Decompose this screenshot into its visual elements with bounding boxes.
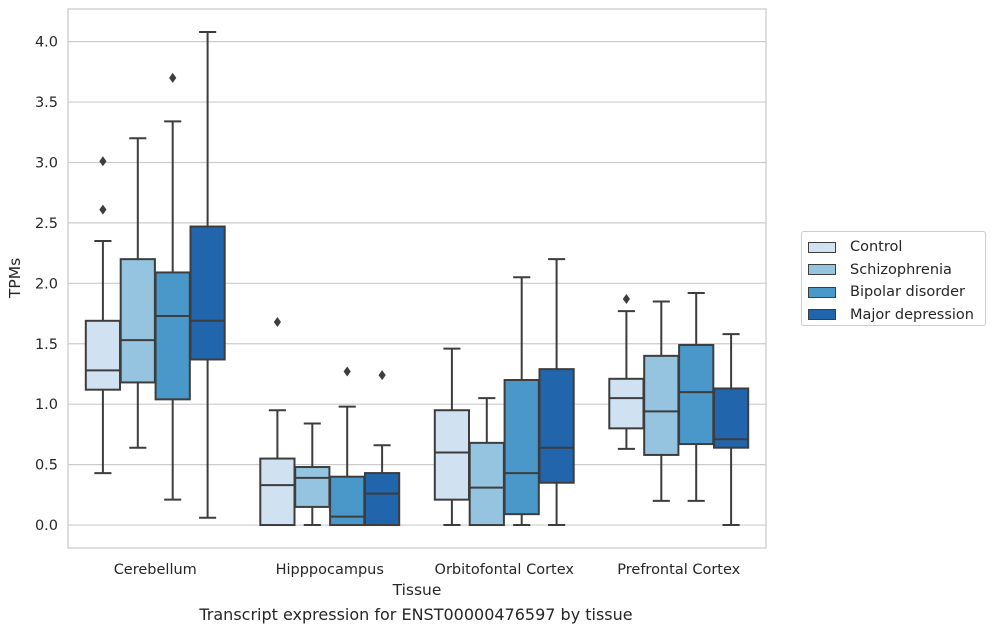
x-tick-label: Hipppocampus bbox=[276, 562, 384, 578]
x-tick-label: Orbitofontal Cortex bbox=[435, 562, 575, 578]
y-axis-title: TPMs bbox=[6, 258, 24, 299]
box-major-depression bbox=[189, 30, 226, 519]
iqr-box bbox=[678, 343, 715, 446]
y-tick-label: 2.5 bbox=[35, 216, 58, 232]
iqr-box bbox=[294, 466, 331, 508]
legend-label: Bipolar disorder bbox=[850, 284, 965, 301]
legend-label: Major depression bbox=[850, 306, 974, 323]
y-tick-label: 1.5 bbox=[35, 337, 58, 353]
box-major-depression bbox=[538, 258, 575, 527]
y-tick-label: 0.5 bbox=[35, 458, 58, 474]
iqr-box bbox=[84, 319, 122, 391]
iqr-box bbox=[503, 379, 540, 516]
y-tick-label: 4.0 bbox=[35, 35, 58, 51]
iqr-box bbox=[119, 258, 156, 384]
y-tick-label: 2.0 bbox=[35, 276, 58, 292]
box-schizophrenia bbox=[119, 137, 156, 449]
outlier-point bbox=[378, 370, 386, 381]
box-bipolar-disorder bbox=[329, 366, 366, 527]
box-control bbox=[259, 317, 296, 527]
legend-swatch bbox=[808, 241, 836, 253]
outlier-point bbox=[99, 204, 107, 215]
legend-label: Control bbox=[850, 239, 903, 256]
plot-frame bbox=[67, 8, 767, 549]
iqr-box bbox=[712, 387, 750, 449]
iqr-box bbox=[433, 409, 471, 501]
box-groups bbox=[84, 30, 750, 527]
x-tick-labels: Cerebellum Hipppocampus Orbitofontal Corte… bbox=[114, 562, 741, 578]
box-schizophrenia bbox=[294, 422, 331, 527]
box-schizophrenia bbox=[468, 397, 505, 527]
outlier-point bbox=[99, 156, 107, 167]
legend-swatch bbox=[808, 264, 836, 276]
outlier-point bbox=[343, 366, 351, 377]
iqr-box bbox=[468, 441, 505, 527]
box-schizophrenia bbox=[643, 300, 680, 502]
x-tick-label: Cerebellum bbox=[114, 562, 197, 578]
box-major-depression bbox=[712, 333, 750, 527]
iqr-box bbox=[363, 472, 401, 527]
legend-swatch bbox=[808, 286, 836, 298]
iqr-box bbox=[329, 475, 366, 527]
box-major-depression bbox=[363, 370, 401, 527]
legend-item: Bipolar disorder bbox=[808, 281, 979, 304]
y-tick-label: 1.0 bbox=[35, 397, 58, 413]
outlier-point bbox=[622, 294, 630, 305]
box-bipolar-disorder bbox=[503, 276, 540, 527]
iqr-box bbox=[538, 368, 575, 484]
box-control bbox=[608, 294, 645, 450]
legend-item: Control bbox=[808, 236, 979, 259]
box-bipolar-disorder bbox=[678, 292, 715, 502]
legend-item: Major depression bbox=[808, 304, 979, 327]
outlier-point bbox=[273, 317, 281, 328]
box-control bbox=[433, 347, 471, 527]
y-tick-label: 3.5 bbox=[35, 95, 58, 111]
y-tick-label: 0.0 bbox=[35, 518, 58, 534]
x-tick-label: Prefrontal Cortex bbox=[617, 562, 740, 578]
x-axis-title: Tissue bbox=[392, 581, 442, 599]
legend-item: Schizophrenia bbox=[808, 259, 979, 282]
legend: Control Schizophrenia Bipolar disorder Majo… bbox=[801, 231, 986, 326]
iqr-box bbox=[608, 377, 645, 430]
y-tick-label: 3.0 bbox=[35, 155, 58, 171]
outlier-point bbox=[169, 72, 177, 83]
iqr-box bbox=[643, 354, 680, 456]
iqr-box bbox=[259, 457, 296, 527]
legend-swatch bbox=[808, 309, 836, 321]
legend-label: Schizophrenia bbox=[850, 261, 952, 278]
figure-caption: Transcript expression for ENST0000047659… bbox=[199, 605, 633, 624]
box-bipolar-disorder bbox=[154, 72, 191, 501]
iqr-box bbox=[154, 271, 191, 401]
iqr-box bbox=[189, 225, 226, 361]
y-tick-labels: 0.0 0.5 1.0 1.5 2.0 2.5 3.0 3.5 4.0 bbox=[35, 35, 58, 534]
box-control bbox=[84, 156, 122, 475]
